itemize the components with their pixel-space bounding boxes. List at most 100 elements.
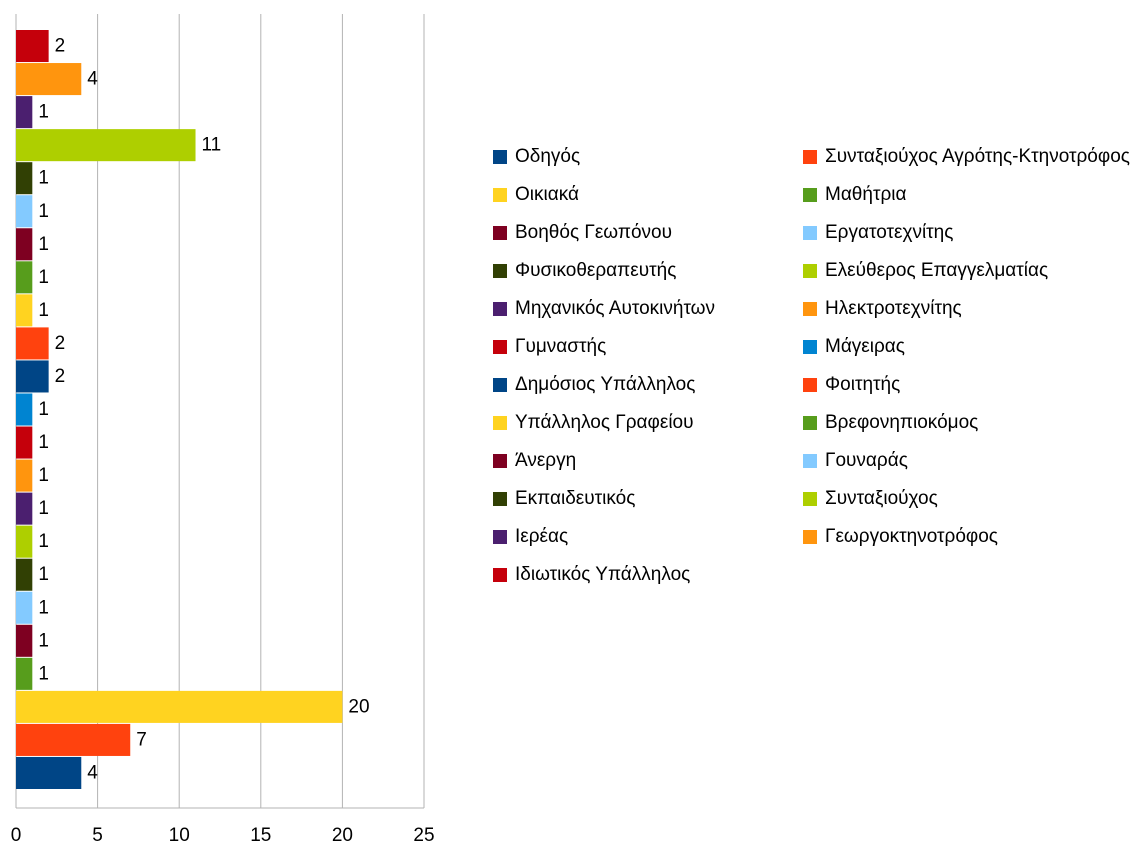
legend-item: Συνταξιούχος Αγρότης-Κτηνοτρόφος [803, 142, 1138, 172]
legend-item: Γεωργοκτηνοτρόφος [803, 522, 1138, 552]
bar [16, 723, 131, 756]
data-label: 1 [38, 432, 49, 453]
legend-swatch [803, 226, 817, 240]
legend-label: Μηχανικός Αυτοκινήτων [515, 298, 716, 319]
legend-item: Βοηθός Γεωπόνου [493, 218, 803, 248]
legend-swatch [493, 150, 507, 164]
legend-label: Γουναράς [825, 450, 908, 471]
data-label: 2 [55, 366, 66, 387]
data-label: 1 [38, 498, 49, 519]
data-label: 1 [38, 267, 49, 288]
bar [16, 195, 33, 228]
legend-label: Γυμναστής [515, 336, 607, 357]
legend-swatch [803, 188, 817, 202]
bar [16, 261, 33, 294]
x-tick-label: 10 [169, 825, 190, 846]
data-label: 1 [38, 630, 49, 651]
bar [16, 30, 49, 63]
legend-label: Γεωργοκτηνοτρόφος [825, 526, 998, 547]
legend-swatch [803, 302, 817, 316]
bar [16, 756, 82, 789]
legend-label: Εργατοτεχνίτης [825, 222, 954, 243]
bar [16, 525, 33, 558]
legend-item: Εκπαιδευτικός [493, 484, 803, 514]
legend-swatch [493, 378, 507, 392]
legend-label: Συνταξιούχος Αγρότης-Κτηνοτρόφος [825, 146, 1130, 167]
data-label: 1 [38, 531, 49, 552]
legend-label: Μαθήτρια [825, 184, 907, 205]
data-label: 1 [38, 663, 49, 684]
legend-item: Φοιτητής [803, 370, 1138, 400]
legend-item: Ελεύθερος Επαγγελματίας [803, 256, 1138, 286]
legend-swatch [803, 416, 817, 430]
data-label: 1 [38, 465, 49, 486]
data-label: 1 [38, 597, 49, 618]
legend-item: Συνταξιούχος [803, 484, 1138, 514]
legend-swatch [493, 226, 507, 240]
x-tick-label: 5 [92, 825, 103, 846]
legend-item: Εργατοτεχνίτης [803, 218, 1138, 248]
legend-item: Οδηγός [493, 142, 803, 172]
bar [16, 63, 82, 96]
bar [16, 657, 33, 690]
bar [16, 327, 49, 360]
legend-item: Μάγειρας [803, 332, 1138, 362]
x-tick-label: 20 [332, 825, 353, 846]
legend-swatch [493, 340, 507, 354]
bar [16, 96, 33, 129]
bar [16, 393, 33, 426]
legend-item: Οικιακά [493, 180, 803, 210]
legend-label: Υπάλληλος Γραφείου [515, 412, 694, 433]
legend-label: Εκπαιδευτικός [515, 488, 636, 509]
legend-swatch [493, 492, 507, 506]
data-label: 1 [38, 300, 49, 321]
legend-label: Βοηθός Γεωπόνου [515, 222, 673, 243]
legend-label: Συνταξιούχος [825, 488, 938, 509]
data-label: 2 [55, 36, 66, 57]
data-label: 4 [87, 762, 98, 783]
data-label: 1 [38, 168, 49, 189]
x-tick-label: 0 [11, 825, 22, 846]
data-label: 1 [38, 564, 49, 585]
data-label: 1 [38, 201, 49, 222]
legend-swatch [803, 492, 817, 506]
data-label: 11 [202, 135, 222, 156]
bar [16, 360, 49, 393]
legend-item: Γουναράς [803, 446, 1138, 476]
legend-swatch [803, 530, 817, 544]
bar [16, 591, 33, 624]
legend-label: Μάγειρας [825, 336, 905, 357]
legend-item: Μηχανικός Αυτοκινήτων [493, 294, 803, 324]
legend-label: Φοιτητής [825, 374, 901, 395]
data-label: 1 [38, 399, 49, 420]
data-label: 1 [38, 102, 49, 123]
legend-swatch [803, 454, 817, 468]
legend: Οδηγός Συνταξιούχος Αγρότης-Κτηνοτρόφος Οι… [493, 142, 1138, 590]
data-label: 2 [55, 333, 66, 354]
bar [16, 228, 33, 261]
bar [16, 624, 33, 657]
data-label: 7 [136, 729, 147, 750]
bar [16, 162, 33, 195]
legend-item: Φυσικοθεραπευτής [493, 256, 803, 286]
legend-swatch [803, 378, 817, 392]
x-tick-label: 25 [413, 825, 434, 846]
legend-item: Άνεργη [493, 446, 803, 476]
legend-swatch [493, 264, 507, 278]
bar [16, 558, 33, 591]
legend-label: Ιδιωτικός Υπάλληλος [515, 564, 691, 585]
legend-label: Δημόσιος Υπάλληλος [515, 374, 696, 395]
legend-item: Μαθήτρια [803, 180, 1138, 210]
data-label: 20 [348, 696, 369, 717]
legend-item: Ιερέας [493, 522, 803, 552]
legend-label: Οικιακά [515, 184, 579, 205]
legend-item: Ιδιωτικός Υπάλληλος [493, 560, 803, 590]
legend-item: Ηλεκτροτεχνίτης [803, 294, 1138, 324]
bar [16, 690, 343, 723]
bar [16, 294, 33, 327]
legend-label: Βρεφονηπιοκόμος [825, 412, 979, 433]
legend-swatch [493, 568, 507, 582]
legend-label: Φυσικοθεραπευτής [515, 260, 677, 281]
